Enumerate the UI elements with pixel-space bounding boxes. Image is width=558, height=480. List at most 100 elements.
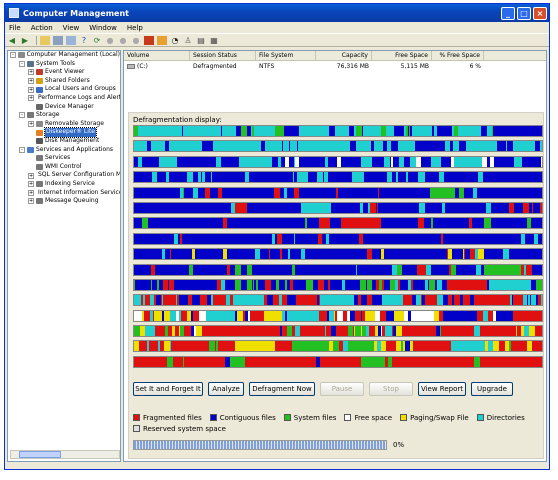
- set-it-and-forget-it-button[interactable]: Set It and Forget It: [133, 382, 203, 396]
- help-icon[interactable]: ?: [81, 35, 87, 45]
- defrag-map-cluster: [383, 141, 387, 152]
- defrag-map-cluster: [301, 141, 332, 152]
- menu-action[interactable]: Action: [30, 23, 53, 32]
- tree-node[interactable]: Diskeeper® Lite: [8, 127, 120, 138]
- tree-node[interactable]: WMI Control: [8, 163, 120, 172]
- defrag-map-cluster: [326, 233, 329, 244]
- col-volume[interactable]: Volume: [124, 51, 190, 60]
- defrag-map-cluster: [294, 233, 295, 244]
- col-percent-free[interactable]: % Free Space: [432, 51, 484, 60]
- stop-icon[interactable]: ●: [119, 35, 127, 45]
- tree-horizontal-scrollbar[interactable]: [10, 450, 120, 459]
- defrag-map-cluster: [392, 264, 397, 275]
- expand-icon[interactable]: +: [28, 181, 34, 188]
- tree-node[interactable]: + Local Users and Groups: [8, 85, 120, 94]
- defrag-map-cluster: [209, 341, 215, 352]
- tree-node[interactable]: + Event Viewer: [8, 68, 120, 77]
- tree-node[interactable]: + Removable Storage: [8, 120, 120, 129]
- tree-node[interactable]: Disk Management: [8, 137, 120, 146]
- expand-icon[interactable]: +: [28, 69, 34, 76]
- expand-icon[interactable]: +: [28, 78, 34, 85]
- menu-help[interactable]: Help: [126, 23, 143, 32]
- tree-node-label: Event Viewer: [45, 68, 85, 76]
- tree-node[interactable]: - Computer Management (Local): [8, 51, 120, 60]
- collapse-icon[interactable]: -: [10, 52, 16, 59]
- defragment-now-button[interactable]: Defragment Now: [249, 382, 315, 396]
- defrag-map-cluster: [541, 156, 542, 167]
- expand-icon[interactable]: +: [28, 198, 34, 205]
- progress-bar: [133, 440, 387, 450]
- show-tree-icon[interactable]: [53, 35, 63, 45]
- col-capacity[interactable]: Capacity: [316, 51, 372, 60]
- volume-row[interactable]: (C:) Defragmented NTFS 76,316 MB 5,115 M…: [124, 62, 546, 71]
- defrag-map-cluster: [178, 141, 195, 152]
- expand-icon[interactable]: +: [28, 189, 34, 196]
- defrag-icon[interactable]: [144, 35, 154, 45]
- defrag-map-cluster: [187, 310, 191, 321]
- view-report-button[interactable]: View Report: [418, 382, 466, 396]
- expand-icon[interactable]: +: [28, 95, 34, 102]
- close-button[interactable]: ×: [533, 6, 547, 20]
- defrag-map-cluster: [275, 126, 277, 136]
- minimize-button[interactable]: _: [501, 6, 515, 20]
- scrollbar-thumb[interactable]: [19, 451, 61, 458]
- analyze-button[interactable]: Analyze: [208, 382, 244, 396]
- defrag-map-cluster: [182, 156, 187, 167]
- tree-node[interactable]: + SQL Server Configuration Ma: [8, 171, 120, 180]
- maximize-button[interactable]: □: [517, 6, 531, 20]
- defrag-map-cluster: [492, 126, 493, 136]
- report-icon[interactable]: [157, 35, 167, 45]
- menu-file[interactable]: File: [9, 23, 21, 32]
- defrag-map-cluster: [348, 172, 350, 183]
- menu-view[interactable]: View: [62, 23, 80, 32]
- collapse-icon[interactable]: -: [19, 60, 25, 67]
- drive-icon: [127, 64, 135, 69]
- tree-node[interactable]: + Shared Folders: [8, 77, 120, 86]
- tree-node[interactable]: + Performance Logs and Alerts: [8, 94, 120, 103]
- back-icon[interactable]: ◀: [8, 35, 16, 45]
- defrag-map-cluster: [348, 326, 353, 337]
- upgrade-button[interactable]: Upgrade: [471, 382, 513, 396]
- tree-node[interactable]: + Internet Information Service: [8, 189, 120, 198]
- menu-window[interactable]: Window: [89, 23, 117, 32]
- defrag-map-cluster: [287, 295, 291, 306]
- title-bar[interactable]: Computer Management _ □ ×: [5, 4, 549, 22]
- tree-node-icon: [27, 60, 34, 67]
- col-free-space[interactable]: Free Space: [372, 51, 432, 60]
- defrag-map-cluster: [422, 264, 426, 275]
- schedule-icon[interactable]: ◔: [171, 35, 179, 45]
- defrag-map-cluster: [450, 141, 453, 152]
- properties-icon[interactable]: ▦: [210, 35, 218, 45]
- users-icon[interactable]: ♙: [184, 35, 192, 45]
- pause-icon[interactable]: ●: [132, 35, 140, 45]
- stop-button[interactable]: Stop: [369, 382, 413, 396]
- play-icon[interactable]: ●: [106, 35, 114, 45]
- tree-node[interactable]: - Services and Applications: [8, 146, 120, 155]
- up-folder-icon[interactable]: [40, 35, 50, 45]
- defrag-map-cluster: [183, 187, 184, 198]
- expand-icon[interactable]: +: [28, 121, 34, 128]
- refresh-icon[interactable]: ⟳: [93, 35, 101, 45]
- defrag-map-cluster: [164, 341, 170, 352]
- defrag-map-cluster: [288, 249, 290, 260]
- defrag-map-cluster: [484, 218, 491, 229]
- tree-node[interactable]: Device Manager: [8, 103, 120, 112]
- col-session-status[interactable]: Session Status: [190, 51, 256, 60]
- tree-node[interactable]: - Storage: [8, 111, 120, 120]
- print-icon[interactable]: ▤: [197, 35, 205, 45]
- export-icon[interactable]: [66, 35, 76, 45]
- defrag-map-cluster: [463, 295, 467, 306]
- tree-node[interactable]: - System Tools: [8, 60, 120, 69]
- tree-node[interactable]: Services: [8, 154, 120, 163]
- tree-node-label: Services: [45, 154, 71, 162]
- collapse-icon[interactable]: -: [19, 146, 25, 153]
- forward-icon[interactable]: ▶: [21, 35, 29, 45]
- tree-node[interactable]: + Indexing Service: [8, 180, 120, 189]
- col-file-system[interactable]: File System: [256, 51, 316, 60]
- pause-button[interactable]: Pause: [320, 382, 364, 396]
- expand-icon[interactable]: +: [28, 172, 34, 179]
- tree-node[interactable]: + Message Queuing: [8, 197, 120, 206]
- defrag-map-cluster: [134, 341, 139, 352]
- expand-icon[interactable]: +: [28, 86, 34, 93]
- collapse-icon[interactable]: -: [19, 112, 25, 119]
